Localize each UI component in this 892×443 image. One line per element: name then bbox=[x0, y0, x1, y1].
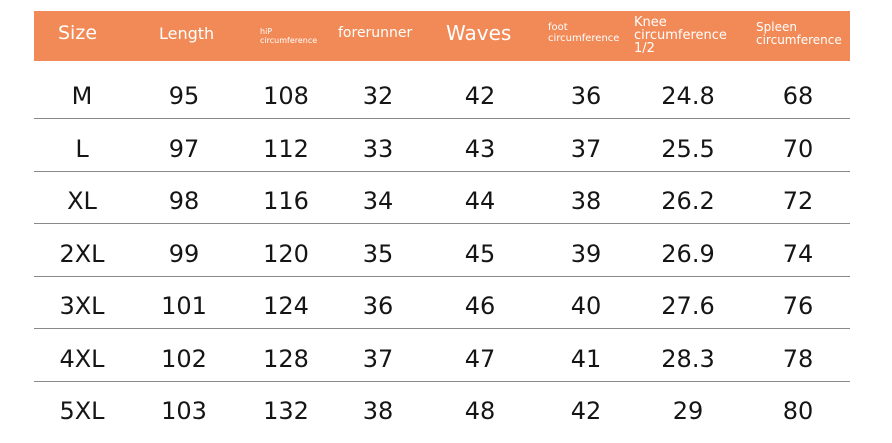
header-waves: Waves bbox=[446, 21, 512, 45]
cell-size: 2XL bbox=[59, 240, 105, 268]
table-row: 4XL 102 128 37 47 41 28.3 78 bbox=[34, 334, 850, 384]
header-spleen-line1: Spleen bbox=[756, 20, 797, 34]
cell-size: 3XL bbox=[59, 292, 105, 320]
cell-foot: 38 bbox=[570, 187, 602, 215]
cell-forerunner: 33 bbox=[362, 135, 394, 163]
table-row: L 97 112 33 43 37 25.5 70 bbox=[34, 124, 850, 174]
cell-spleen: 76 bbox=[782, 292, 814, 320]
cell-forerunner: 38 bbox=[362, 397, 394, 425]
header-foot-circumference: foot circumference bbox=[548, 22, 619, 44]
cell-forerunner: 35 bbox=[362, 240, 394, 268]
cell-knee: 24.8 bbox=[661, 82, 715, 110]
row-divider bbox=[34, 381, 850, 382]
cell-hip: 120 bbox=[263, 240, 309, 268]
header-hip-line1: hiP bbox=[260, 27, 273, 36]
cell-size: L bbox=[75, 135, 89, 163]
cell-knee: 26.9 bbox=[661, 240, 715, 268]
cell-foot: 42 bbox=[570, 397, 602, 425]
cell-spleen: 70 bbox=[782, 135, 814, 163]
cell-hip: 128 bbox=[263, 345, 309, 373]
row-divider bbox=[34, 118, 850, 119]
cell-waves: 47 bbox=[464, 345, 496, 373]
cell-hip: 116 bbox=[263, 187, 309, 215]
cell-spleen: 74 bbox=[782, 240, 814, 268]
cell-length: 95 bbox=[168, 82, 200, 110]
header-foot-line1: foot bbox=[548, 22, 568, 33]
cell-spleen: 72 bbox=[782, 187, 814, 215]
row-divider bbox=[34, 171, 850, 172]
header-foot-line2: circumference bbox=[548, 33, 620, 44]
cell-foot: 41 bbox=[570, 345, 602, 373]
cell-waves: 42 bbox=[464, 82, 496, 110]
row-divider bbox=[34, 223, 850, 224]
table-row: 2XL 99 120 35 45 39 26.9 74 bbox=[34, 229, 850, 279]
header-hip-circumference: hiP circumference bbox=[260, 27, 317, 45]
cell-knee: 29 bbox=[672, 397, 704, 425]
cell-foot: 36 bbox=[570, 82, 602, 110]
cell-forerunner: 36 bbox=[362, 292, 394, 320]
cell-hip: 112 bbox=[263, 135, 309, 163]
cell-foot: 40 bbox=[570, 292, 602, 320]
header-spleen-circumference: Spleen circumference bbox=[756, 21, 842, 47]
cell-waves: 45 bbox=[464, 240, 496, 268]
cell-size: 4XL bbox=[59, 345, 105, 373]
cell-size: M bbox=[71, 82, 93, 110]
cell-waves: 46 bbox=[464, 292, 496, 320]
cell-foot: 39 bbox=[570, 240, 602, 268]
header-knee-circumference: Knee circumference 1/2 bbox=[634, 15, 727, 56]
cell-knee: 28.3 bbox=[661, 345, 715, 373]
header-forerunner: forerunner bbox=[338, 25, 413, 41]
cell-forerunner: 32 bbox=[362, 82, 394, 110]
cell-knee: 27.6 bbox=[661, 292, 715, 320]
row-divider bbox=[34, 328, 850, 329]
cell-spleen: 68 bbox=[782, 82, 814, 110]
cell-spleen: 80 bbox=[782, 397, 814, 425]
cell-size: 5XL bbox=[59, 397, 105, 425]
table-row: 3XL 101 124 36 46 40 27.6 76 bbox=[34, 281, 850, 331]
cell-length: 97 bbox=[168, 135, 200, 163]
cell-hip: 108 bbox=[263, 82, 309, 110]
cell-length: 103 bbox=[161, 397, 207, 425]
cell-length: 101 bbox=[161, 292, 207, 320]
table-row: M 95 108 32 42 36 24.8 68 bbox=[34, 71, 850, 121]
header-spleen-line2: circumference bbox=[756, 33, 842, 47]
cell-waves: 44 bbox=[464, 187, 496, 215]
row-divider bbox=[34, 276, 850, 277]
cell-spleen: 78 bbox=[782, 345, 814, 373]
cell-hip: 124 bbox=[263, 292, 309, 320]
table-row: 5XL 103 132 38 48 42 29 80 bbox=[34, 386, 850, 436]
header-length: Length bbox=[159, 24, 215, 43]
cell-waves: 48 bbox=[464, 397, 496, 425]
cell-length: 102 bbox=[161, 345, 207, 373]
header-hip-line2: circumference bbox=[260, 36, 318, 45]
cell-knee: 26.2 bbox=[661, 187, 715, 215]
cell-hip: 132 bbox=[263, 397, 309, 425]
cell-foot: 37 bbox=[570, 135, 602, 163]
cell-length: 99 bbox=[168, 240, 200, 268]
cell-forerunner: 34 bbox=[362, 187, 394, 215]
table-header: Size Length hiP circumference forerunner… bbox=[34, 11, 850, 61]
table-row: XL 98 116 34 44 38 26.2 72 bbox=[34, 176, 850, 226]
header-size: Size bbox=[58, 22, 98, 44]
cell-waves: 43 bbox=[464, 135, 496, 163]
cell-size: XL bbox=[67, 187, 97, 215]
cell-forerunner: 37 bbox=[362, 345, 394, 373]
cell-length: 98 bbox=[168, 187, 200, 215]
cell-knee: 25.5 bbox=[661, 135, 715, 163]
